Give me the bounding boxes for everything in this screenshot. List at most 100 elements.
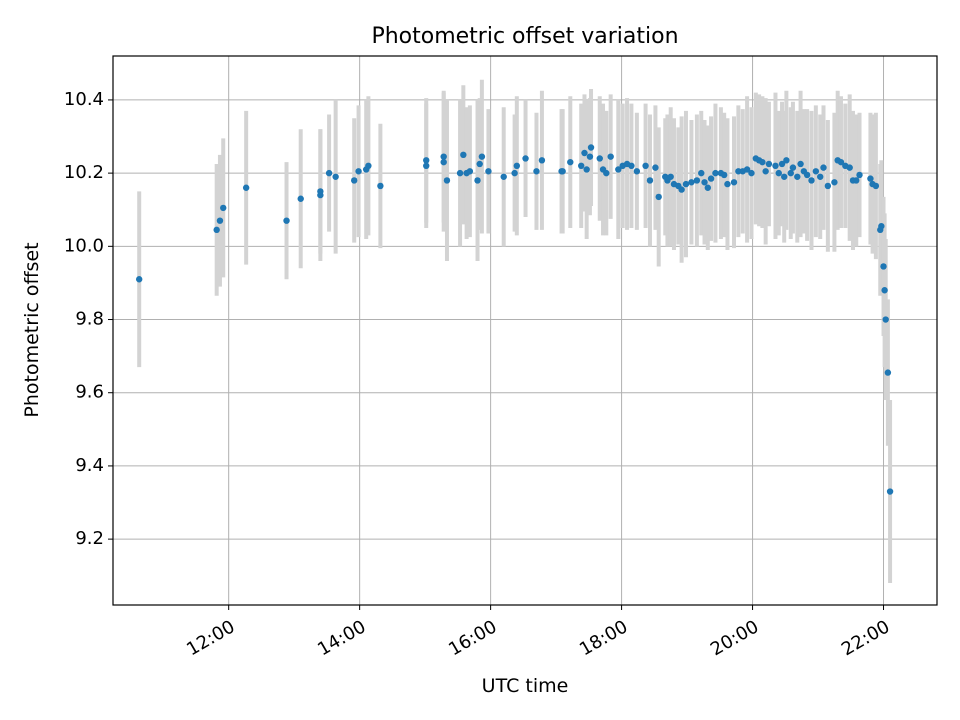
data-point: [513, 162, 521, 169]
data-point: [567, 158, 574, 166]
x-tick-label: 22:00: [838, 616, 893, 660]
data-point: [878, 222, 885, 230]
data-point: [886, 488, 894, 495]
data-point: [628, 162, 635, 169]
data-point: [787, 169, 794, 177]
data-point: [283, 217, 290, 224]
data-point: [559, 168, 566, 175]
data-point: [355, 168, 362, 175]
x-tick-label: 14:00: [314, 616, 369, 660]
data-point: [216, 217, 224, 224]
data-point: [135, 276, 143, 283]
x-tick-label: 16:00: [445, 616, 500, 660]
y-tick-label: 9.2: [75, 528, 104, 549]
data-point: [698, 169, 705, 177]
data-point: [423, 162, 430, 169]
plot-frame: [112, 55, 938, 606]
data-point: [474, 177, 481, 184]
data-point: [596, 155, 603, 162]
y-tick-label: 9.6: [75, 382, 104, 403]
x-tick-label: 18:00: [576, 616, 631, 660]
data-point: [712, 169, 719, 177]
y-axis-ticks: 9.2 9.4 9.6 9.8 10.0 10.2 10.4: [64, 89, 113, 549]
data-point: [837, 158, 845, 166]
data-point: [460, 151, 467, 159]
data-point: [538, 157, 546, 164]
data-point: [500, 173, 507, 180]
data-point: [423, 157, 430, 164]
data-point: [478, 153, 486, 160]
data-point: [242, 184, 250, 191]
data-point: [762, 168, 769, 175]
data-point: [701, 179, 708, 186]
data-point: [824, 182, 832, 190]
data-point: [794, 173, 801, 180]
data-point: [325, 169, 333, 177]
data-point: [642, 162, 649, 169]
data-point: [678, 186, 685, 193]
data-point: [377, 182, 384, 190]
y-tick-label: 9.4: [75, 455, 104, 476]
data-point: [884, 369, 892, 376]
data-point: [772, 162, 779, 169]
data-point: [724, 180, 731, 188]
y-tick-label: 10.0: [64, 235, 104, 256]
data-point: [765, 160, 773, 168]
data-point: [775, 169, 782, 177]
data-point: [213, 226, 220, 234]
data-point: [586, 153, 594, 160]
data-point: [350, 177, 358, 184]
data-point: [820, 164, 827, 171]
data-point: [856, 171, 863, 179]
data-point: [511, 169, 518, 177]
data-points: [135, 144, 894, 495]
y-tick-label: 9.8: [75, 309, 104, 330]
data-point: [867, 175, 874, 182]
data-point: [220, 204, 227, 212]
data-point: [743, 166, 751, 173]
data-point: [846, 164, 853, 171]
x-axis-ticks: 12:00 14:00 16:00 18:00 20:00 22:00: [183, 605, 893, 660]
data-point: [872, 182, 880, 190]
data-point: [853, 177, 860, 184]
data-point: [730, 179, 738, 186]
data-point: [633, 168, 641, 175]
data-point: [707, 175, 715, 182]
data-point: [803, 171, 811, 179]
data-point: [466, 168, 474, 175]
data-point: [533, 168, 540, 175]
data-point: [587, 144, 595, 151]
data-point: [831, 179, 838, 186]
chart-title: Photometric offset variation: [371, 24, 678, 49]
data-point: [808, 177, 815, 184]
x-tick-label: 20:00: [707, 616, 762, 660]
data-point: [781, 173, 788, 180]
data-point: [778, 160, 786, 168]
data-point: [682, 180, 690, 188]
data-point: [485, 168, 492, 175]
data-point: [476, 160, 483, 168]
data-point: [880, 263, 887, 270]
error-bars: [137, 79, 893, 584]
data-point: [812, 168, 820, 175]
data-point: [688, 179, 695, 186]
data-point: [443, 177, 451, 184]
data-point: [607, 153, 614, 160]
data-point: [797, 160, 804, 168]
data-point: [881, 287, 888, 294]
data-point: [652, 164, 659, 171]
data-point: [365, 162, 372, 169]
data-point: [317, 188, 324, 195]
data-point: [578, 162, 585, 169]
data-point: [720, 171, 728, 179]
data-point: [615, 166, 622, 173]
data-point: [522, 155, 529, 162]
data-point: [646, 177, 654, 184]
data-point: [581, 149, 588, 157]
data-point: [583, 166, 590, 173]
data-point: [297, 195, 304, 202]
data-point: [817, 173, 824, 180]
data-point: [655, 193, 662, 201]
data-point: [456, 169, 464, 177]
